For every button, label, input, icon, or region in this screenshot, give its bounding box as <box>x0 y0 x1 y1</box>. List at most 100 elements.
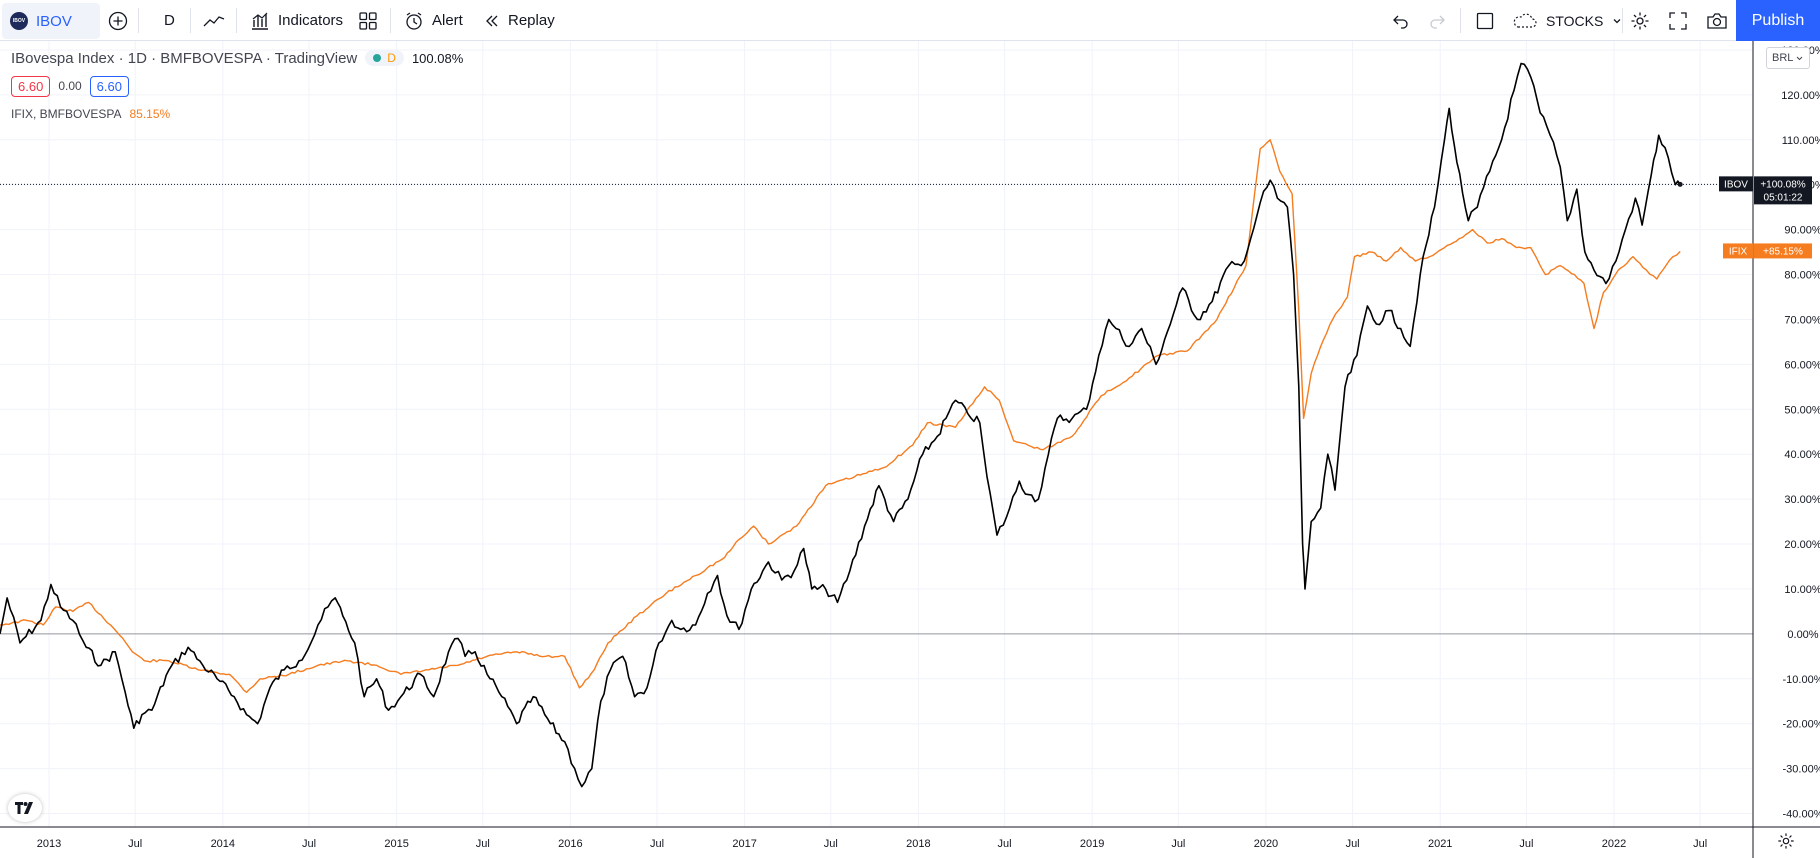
y-tick-label: -10.00% <box>1783 674 1820 686</box>
indicators-icon <box>252 12 268 30</box>
last-point-marker <box>1677 181 1683 187</box>
symbol-name: IBOV <box>36 12 72 30</box>
publish-button[interactable]: Publish <box>1736 0 1820 41</box>
x-tick-label: 2015 <box>384 838 408 850</box>
alert-button[interactable]: Alert <box>404 0 463 41</box>
chart-legend: IBovespa Index · 1D · BMFBOVESPA · Tradi… <box>11 47 463 125</box>
toolbar-divider <box>1460 8 1461 33</box>
y-tick-label: 30.00% <box>1784 494 1820 506</box>
fullscreen-square-icon <box>1476 12 1494 29</box>
x-tick-label: Jul <box>1693 838 1707 850</box>
toolbar-divider <box>138 8 139 33</box>
currency-button[interactable]: BRL <box>1766 47 1811 69</box>
y-tick-label: 0.00% <box>1787 629 1818 641</box>
alert-label: Alert <box>432 12 463 29</box>
undo-icon <box>1393 15 1408 29</box>
x-tick-label: Jul <box>1346 838 1360 850</box>
gear-icon <box>1778 833 1794 849</box>
trading-buttons: 6.60 0.00 6.60 <box>11 75 463 97</box>
ifix-name-tag <box>1723 243 1753 259</box>
replay-button[interactable]: Replay <box>484 0 555 41</box>
tradingview-logo[interactable] <box>8 794 42 822</box>
x-tick-label: Jul <box>302 838 316 850</box>
x-tick-label: 2022 <box>1602 838 1626 850</box>
y-tick-label: 40.00% <box>1784 449 1820 461</box>
indicators-label: Indicators <box>278 12 344 29</box>
replay-label: Replay <box>508 12 555 29</box>
line-chart-icon <box>203 15 225 26</box>
interval-badge: D <box>387 51 396 65</box>
y-tick-label: 80.00% <box>1784 270 1820 282</box>
x-tick-label: Jul <box>650 838 664 850</box>
y-tick-label: 50.00% <box>1784 404 1820 416</box>
buy-button[interactable]: 6.60 <box>89 75 129 97</box>
market-status-badge: D <box>365 50 404 66</box>
y-tick-label: 10.00% <box>1784 584 1820 596</box>
y-tick-label: 110.00% <box>1782 135 1820 147</box>
chart-settings-button[interactable] <box>1777 832 1795 855</box>
compare-add-button[interactable] <box>108 0 128 41</box>
comparison-chart[interactable]: 2013 Jul 2014 Jul 2015 Jul 2016 Jul 2017 Jul 2018 J… <box>0 41 1820 858</box>
camera-icon <box>1707 12 1727 29</box>
x-tick-label: 2021 <box>1428 838 1452 850</box>
ifix-last-value: +85.15% <box>1763 246 1803 257</box>
undo-button[interactable] <box>1392 0 1410 41</box>
compare-value: 85.15% <box>129 107 171 121</box>
settings-button[interactable] <box>1630 0 1650 41</box>
alert-clock-icon <box>406 11 422 30</box>
fullscreen-button[interactable] <box>1668 0 1688 41</box>
x-tick-label: Jul <box>476 838 490 850</box>
spread-value: 0.00 <box>58 79 82 93</box>
symbol-search-button[interactable]: IBOV IBOV <box>2 3 100 39</box>
main-series-legend[interactable]: IBovespa Index · 1D · BMFBOVESPA · Tradi… <box>11 47 463 69</box>
series-line-ifix <box>0 139 1681 693</box>
sell-button[interactable]: 6.60 <box>11 75 51 97</box>
y-tick-label: -40.00% <box>1783 809 1820 821</box>
compare-series-legend[interactable]: IFIX, BMFBOVESPA 85.15% <box>11 103 463 125</box>
x-tick-label: 2019 <box>1080 838 1104 850</box>
ifix-price-tag <box>1754 243 1812 259</box>
symbol-logo: IBOV <box>10 12 28 30</box>
legend-value: 100.08% <box>411 50 464 66</box>
x-tick-label: 2017 <box>732 838 756 850</box>
compare-label: IFIX, BMFBOVESPA <box>11 107 122 121</box>
cloud-icon <box>1513 13 1537 28</box>
redo-button[interactable] <box>1428 0 1446 41</box>
chevron-down-icon <box>1613 18 1621 23</box>
y-tick-label: 60.00% <box>1784 359 1820 371</box>
plus-circle-icon <box>108 11 128 30</box>
replay-icon <box>486 15 498 26</box>
y-tick-label: -20.00% <box>1783 719 1820 731</box>
ibov-name-tag <box>1719 176 1753 192</box>
snapshot-button[interactable] <box>1706 0 1728 41</box>
y-tick-label: 120.00% <box>1781 90 1820 102</box>
y-tick-label: 90.00% <box>1784 225 1820 237</box>
interval-button[interactable]: D <box>164 0 175 41</box>
x-tick-label: Jul <box>824 838 838 850</box>
y-tick-label: -30.00% <box>1783 764 1820 776</box>
fullscreen-icon <box>1669 11 1687 30</box>
toolbar-divider <box>1622 8 1623 33</box>
gear-icon <box>1631 12 1649 29</box>
indicators-button[interactable]: Indicators <box>250 0 343 41</box>
y-tick-label: 70.00% <box>1784 314 1820 326</box>
currency-label: BRL <box>1772 52 1794 64</box>
layout-menu-button[interactable]: STOCKS <box>1512 0 1623 41</box>
x-tick-label: 2016 <box>558 838 582 850</box>
fullscreen-square-button[interactable] <box>1476 0 1494 41</box>
ibov-last-value: +100.08% <box>1760 179 1805 190</box>
x-tick-label: Jul <box>998 838 1012 850</box>
interval-label: D <box>164 12 175 29</box>
x-tick-label: 2013 <box>37 838 61 850</box>
y-tick-label: 20.00% <box>1784 539 1820 551</box>
ibov-name-label: IBOV <box>1724 179 1748 190</box>
toolbar-divider <box>390 8 391 33</box>
templates-button[interactable] <box>358 0 378 41</box>
bar-countdown: 05:01:22 <box>1764 192 1803 203</box>
ibov-price-tag <box>1754 176 1812 205</box>
x-tick-label: Jul <box>1519 838 1533 850</box>
x-tick-label: Jul <box>1171 838 1185 850</box>
chart-type-button[interactable] <box>202 0 226 41</box>
layout-name: STOCKS <box>1546 12 1604 29</box>
chart-background <box>0 41 1820 858</box>
